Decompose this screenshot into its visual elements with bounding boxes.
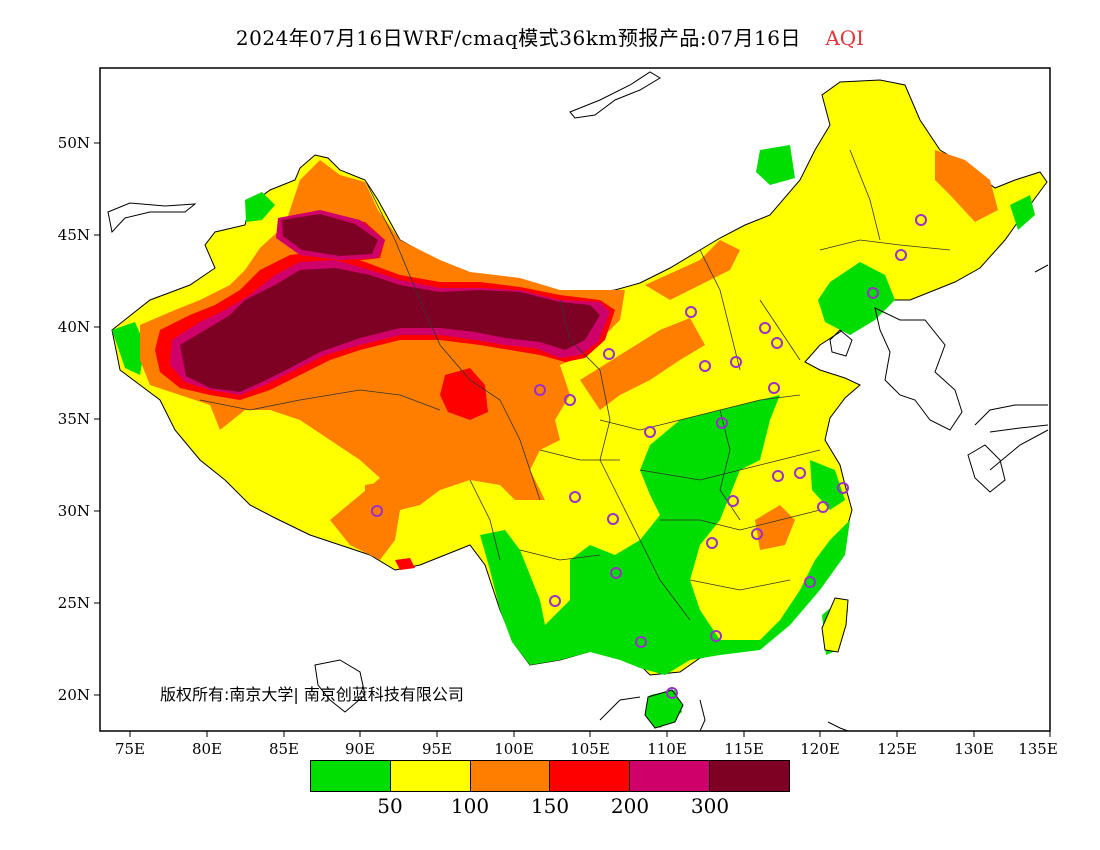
legend-swatch [311, 761, 391, 791]
lat-label: 25N [58, 594, 90, 612]
lon-label: 105E [570, 740, 610, 758]
legend-swatch [630, 761, 711, 791]
legend-label: 300 [690, 794, 730, 818]
maroon-zones [180, 214, 600, 392]
station-marker [837, 482, 849, 494]
province-borders [199, 149, 951, 621]
lon-label: 115E [724, 740, 764, 758]
station-marker [635, 636, 647, 648]
lat-axis: 50N 45N 40N 35N 30N 25N 20N [58, 134, 100, 704]
station-marker [817, 501, 829, 513]
lon-label: 75E [115, 740, 145, 758]
station-marker [716, 417, 728, 429]
station-marker [706, 537, 718, 549]
lat-label: 50N [58, 134, 90, 152]
station-marker [685, 306, 697, 318]
lon-label: 85E [269, 740, 299, 758]
station-marker [730, 356, 742, 368]
station-marker [710, 630, 722, 642]
station-marker [666, 687, 678, 699]
map-title: 2024年07月16日WRF/cmaq模式36km预报产品:07月16日 AQI [0, 22, 1100, 51]
station-marker [804, 576, 816, 588]
lon-label: 80E [192, 740, 222, 758]
legend-label: 200 [610, 794, 650, 818]
lat-label: 20N [58, 686, 90, 704]
legend-swatch [710, 761, 789, 791]
station-marker [895, 249, 907, 261]
orange-zones [140, 150, 998, 560]
station-marker [772, 470, 784, 482]
other-coastlines [107, 71, 1049, 731]
map-plot-area [107, 71, 1049, 731]
lon-label: 100E [494, 740, 534, 758]
station-marker [607, 513, 619, 525]
lon-label: 120E [800, 740, 840, 758]
lon-label: 135E [1018, 740, 1058, 758]
legend-swatch [390, 761, 471, 791]
lon-label: 125E [877, 740, 917, 758]
station-marker [371, 505, 383, 517]
station-marker [569, 491, 581, 503]
station-marker [759, 322, 771, 334]
station-marker [768, 382, 780, 394]
copyright-notice: 版权所有:南京大学| 南京创蓝科技有限公司 [160, 685, 464, 704]
station-marker [549, 595, 561, 607]
lat-label: 45N [58, 226, 90, 244]
map-frame [99, 67, 1051, 732]
station-marker [644, 426, 656, 438]
station-marker [867, 287, 879, 299]
taiwan-island [821, 597, 849, 653]
lon-axis: 75E 80E 85E 90E 95E 100E 105E 110E 115E … [115, 731, 1058, 758]
station-marker [751, 528, 763, 540]
station-marker [699, 360, 711, 372]
legend-label: 100 [450, 794, 490, 818]
station-marker [727, 495, 739, 507]
lat-label: 40N [58, 318, 90, 336]
lat-label: 30N [58, 502, 90, 520]
color-legend [310, 760, 790, 792]
station-marker [564, 394, 576, 406]
lat-label: 35N [58, 410, 90, 428]
legend-swatch [470, 761, 551, 791]
legend-swatch [550, 761, 631, 791]
lon-label: 130E [954, 740, 994, 758]
station-markers [371, 214, 927, 699]
station-marker [794, 467, 806, 479]
legend-label: 150 [530, 794, 570, 818]
station-marker [610, 567, 622, 579]
station-marker [534, 384, 546, 396]
green-zones [112, 145, 1035, 728]
lon-label: 110E [647, 740, 687, 758]
title-variable: AQI [825, 26, 865, 50]
station-marker [603, 348, 615, 360]
legend-label: 50 [377, 794, 403, 818]
station-marker [915, 214, 927, 226]
hainan-island [644, 689, 684, 729]
lon-label: 90E [345, 740, 375, 758]
station-marker [771, 337, 783, 349]
lon-label: 95E [422, 740, 452, 758]
title-text: 2024年07月16日WRF/cmaq模式36km预报产品:07月16日 [235, 26, 801, 50]
